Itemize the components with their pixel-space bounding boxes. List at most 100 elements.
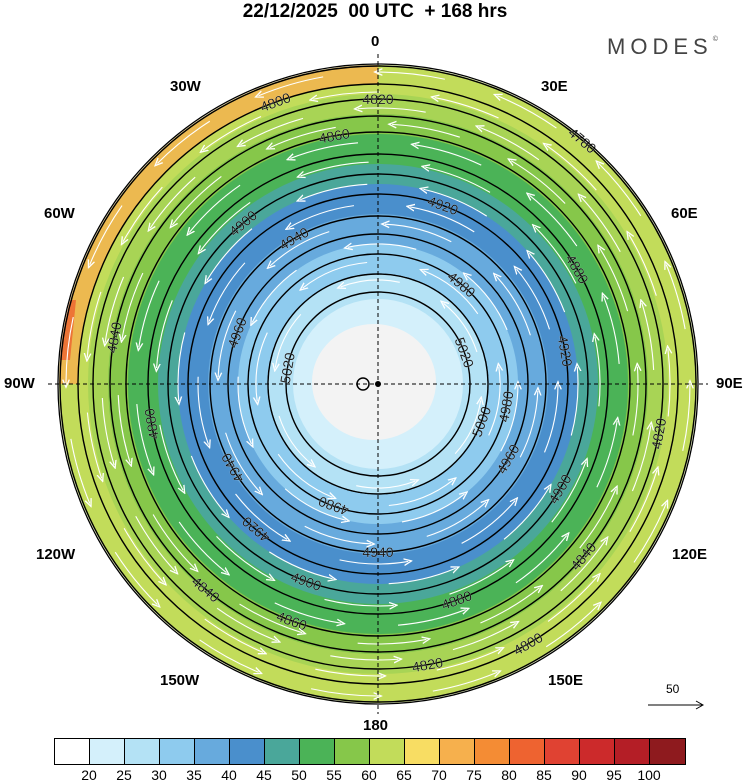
streamline: [330, 655, 398, 660]
streamline: [633, 503, 666, 563]
streamline: [277, 453, 332, 497]
streamline: [423, 271, 479, 315]
streamline: [595, 337, 601, 407]
streamline: [529, 253, 566, 313]
streamline: [545, 605, 598, 648]
streamline: [629, 234, 657, 296]
wind-streamlines: [66, 72, 690, 696]
streamline: [511, 161, 566, 204]
streamline: [410, 207, 475, 233]
streamline: [178, 332, 186, 401]
streamline: [497, 96, 557, 129]
streamline: [135, 515, 176, 571]
streamline: [122, 272, 144, 339]
streamline: [268, 551, 332, 579]
globe-outline: [57, 63, 699, 705]
streamline: [270, 231, 330, 266]
colorbar-swatch: [650, 739, 685, 764]
streamline: [631, 426, 650, 492]
colorbar-tick-label: 65: [396, 767, 412, 783]
colorbar-swatch: [90, 739, 125, 764]
lon-label-120e: 120E: [672, 546, 708, 563]
streamline: [136, 403, 153, 472]
map-title: 22/12/2025 00 UTC + 168 hrs: [242, 1, 508, 22]
colorbar-swatch: [125, 739, 160, 764]
streamline: [324, 598, 394, 606]
streamline: [560, 540, 606, 592]
streamline: [357, 639, 427, 645]
pole-point: [375, 381, 381, 387]
streamline: [488, 367, 500, 436]
colorbar-tick-label: 25: [116, 767, 132, 783]
streamline: [203, 115, 262, 150]
contour-label: 4920: [555, 334, 576, 368]
colorbar-tick-label: 95: [606, 767, 622, 783]
streamline: [190, 455, 226, 515]
colorbar-swatch: [580, 739, 615, 764]
streamline: [544, 385, 558, 453]
streamline: [199, 639, 259, 672]
colorbar-swatch: [475, 739, 510, 764]
streamline: [535, 227, 577, 284]
lon-label-30w: 30W: [170, 78, 201, 95]
streamline: [303, 261, 368, 288]
streamline: [435, 98, 499, 119]
contour-label: 4860: [318, 125, 352, 146]
streamline: [479, 127, 540, 161]
streamline: [209, 262, 246, 322]
streamline: [274, 602, 341, 623]
contour-label: 5020: [277, 351, 298, 385]
lon-label-120w: 120W: [36, 546, 76, 563]
streamline: [341, 279, 400, 287]
streamline: [668, 349, 670, 417]
contour-4980: [247, 253, 509, 515]
streamline: [570, 367, 578, 436]
streamline: [139, 280, 160, 347]
colorbar-swatch: [335, 739, 370, 764]
streamline: [114, 551, 157, 604]
streamline: [178, 521, 226, 573]
streamline: [461, 500, 516, 544]
streamline: [207, 228, 253, 281]
streamline: [275, 313, 302, 367]
streamline: [304, 525, 371, 544]
streamline: [117, 395, 130, 463]
streamline: [216, 535, 272, 578]
colorbar-tick-label: 45: [256, 767, 272, 783]
lon-label-0: 0: [371, 33, 380, 50]
colorbar-swatch: [230, 739, 265, 764]
contour-4780: [59, 65, 697, 703]
streamline: [86, 412, 101, 479]
streamline: [218, 310, 237, 377]
colorbar-tick-label: 100: [637, 767, 661, 783]
streamline: [172, 176, 222, 224]
streamline: [290, 142, 359, 159]
colorbar-swatch: [370, 739, 405, 764]
colorbar-tick-label: 85: [536, 767, 552, 783]
modes-logo: MODES©: [607, 34, 718, 60]
colorbar-tick-label: 50: [291, 767, 307, 783]
streamline: [90, 205, 123, 265]
colorbar-swatch: [160, 739, 195, 764]
streamline: [579, 489, 616, 549]
contour-label: 4880: [141, 407, 162, 441]
streamline: [600, 248, 629, 312]
streamline: [200, 202, 251, 250]
colorbar-swatch: [405, 739, 440, 764]
streamline: [666, 265, 686, 330]
streamline: [157, 300, 173, 368]
streamline: [452, 623, 516, 651]
contour-label: 4980: [495, 390, 516, 424]
streamline: [517, 269, 551, 330]
streamline: [425, 167, 491, 193]
streamline: [270, 126, 336, 147]
colorbar-tick-label: 75: [466, 767, 482, 783]
streamline: [378, 72, 445, 80]
streamline: [101, 397, 114, 465]
streamline: [546, 145, 597, 191]
streamline: [449, 562, 510, 595]
streamline: [289, 205, 355, 228]
streamline: [415, 145, 482, 166]
streamline: [596, 421, 617, 488]
streamline: [599, 163, 642, 217]
